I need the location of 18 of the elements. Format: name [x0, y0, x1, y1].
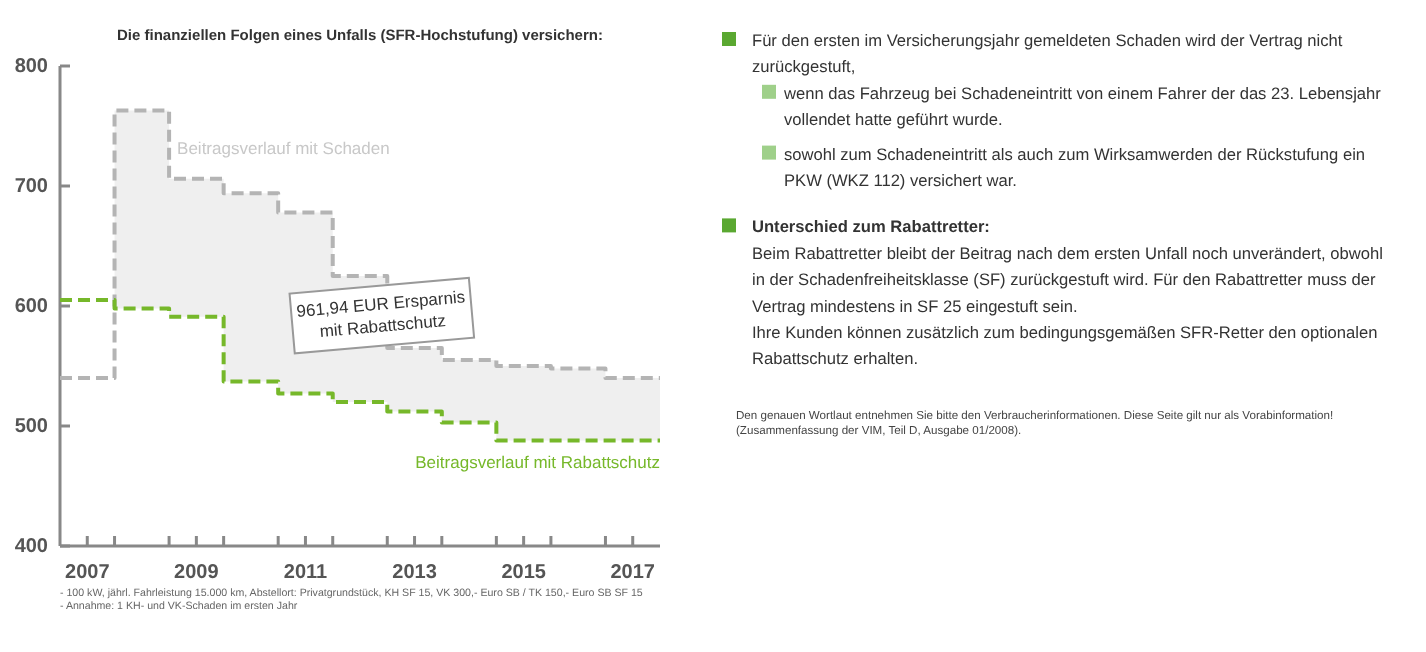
- y-tick-label: 600: [14, 296, 49, 319]
- series-label: Beitragsverlauf mit Rabattschutz: [415, 452, 660, 473]
- y-tick-label: 700: [14, 176, 49, 199]
- x-tick-label: 2015: [501, 562, 547, 584]
- y-tick-label: 400: [14, 536, 49, 559]
- text: Ihre Kunden können zusätzlich zum bedingungsgemäßen SFR-Retter den optionalen Rabattschutz erhalten.: [752, 322, 1379, 369]
- x-tick-label: 2011: [283, 562, 329, 584]
- y-tick-label: 500: [14, 416, 49, 439]
- text: wenn das Fahrzeug bei Schadeneintritt von einem Fahrer der das 23. Lebensjahr vollendet hatte geführt wurde.: [782, 82, 1382, 130]
- x-tick-label: 2013: [392, 562, 438, 584]
- y-tick-label: 800: [14, 56, 49, 79]
- x-tick-label: 2017: [610, 562, 656, 584]
- text: Unterschied zum Rabattretter:: [752, 216, 990, 237]
- x-tick-label: 2009: [174, 562, 220, 584]
- text: sowohl zum Schadeneintritt als auch zum Wirksamwerden der Rückstufung ein PKW (WKZ 112) versichert war.: [784, 143, 1366, 190]
- annotation: 961,94 EUR Ersparnis mit Rabattschutz: [295, 286, 466, 342]
- text: Beim Rabattretter bleibt der Beitrag nach dem ersten Unfall noch unverändert, obwohl in der Schadenfreiheitsklasse (SF) zurückgestuft wird. Für den Rabattretter muss der Vertrag mindestens in SF 25 eingestuft sein.: [752, 242, 1384, 316]
- x-tick-label: 2007: [65, 562, 111, 584]
